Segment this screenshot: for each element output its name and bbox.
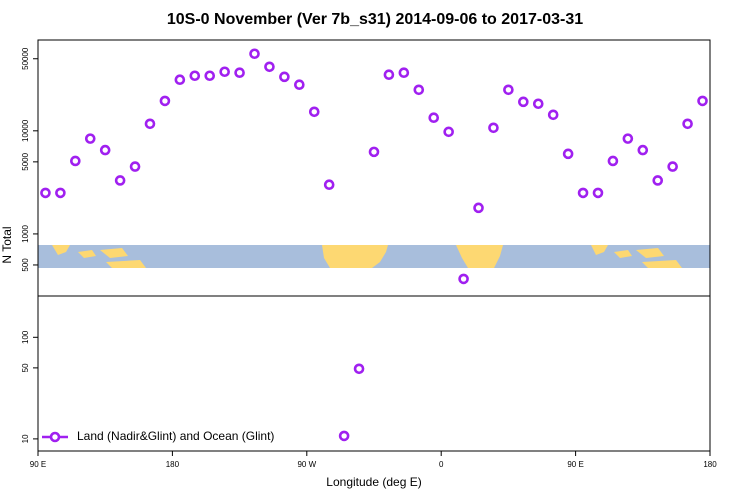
point [428,112,440,124]
y-tick-label: 500 [21,258,30,272]
legend-label: Land (Nadir&Glint) and Ocean (Glint) [77,429,274,443]
y-tick-label: 1000 [21,224,30,242]
point [338,430,350,442]
point [204,70,216,82]
point [234,67,245,79]
y-tick-label: 5000 [21,152,30,170]
point [592,187,604,199]
point [264,61,275,73]
point [413,84,425,96]
point [114,175,126,186]
point [368,146,380,158]
point [249,48,260,60]
point [682,118,693,130]
x-tick-label: 90 E [30,460,46,469]
x-tick-label: 180 [703,460,717,469]
y-tick-label: 50 [21,363,30,372]
y-tick-label: 10 [21,434,30,443]
point [488,122,499,134]
point [547,109,559,121]
map-strip [38,245,710,268]
y-axis-label: N Total [0,226,14,263]
point [84,133,96,144]
point [622,133,634,144]
point [279,71,290,83]
point [473,202,484,214]
legend-marker [49,431,61,443]
x-axis-label: Longitude (deg E) [326,475,421,489]
point [144,118,156,130]
point [70,155,81,167]
point [697,95,708,107]
point [532,98,544,110]
point [398,67,410,79]
point [99,144,111,156]
point [383,69,395,81]
point [219,66,230,78]
point [129,161,141,172]
point [443,126,454,138]
point [562,148,574,160]
lower-frame [37,295,711,452]
y-tick-label: 100 [21,330,30,344]
x-tick-label: 180 [166,460,180,469]
point [577,187,589,199]
point [607,155,619,167]
point [652,175,664,186]
point [667,161,678,172]
point [323,179,335,191]
y-tick-label: 50000 [21,47,30,70]
point [458,273,469,285]
point [353,363,365,375]
point [294,79,305,91]
point [55,187,66,199]
point [518,96,529,108]
y-tick-label: 10000 [21,119,30,142]
x-tick-label: 0 [439,460,444,469]
point [503,84,514,96]
chart-title: 10S-0 November (Ver 7b_s31) 2014-09-06 t… [167,11,583,28]
point [189,70,201,82]
x-tick-label: 90 W [297,460,316,469]
point [159,95,171,107]
point [40,187,51,199]
point [174,74,186,86]
point [637,144,649,156]
x-tick-label: 90 E [567,460,583,469]
point [308,106,320,118]
